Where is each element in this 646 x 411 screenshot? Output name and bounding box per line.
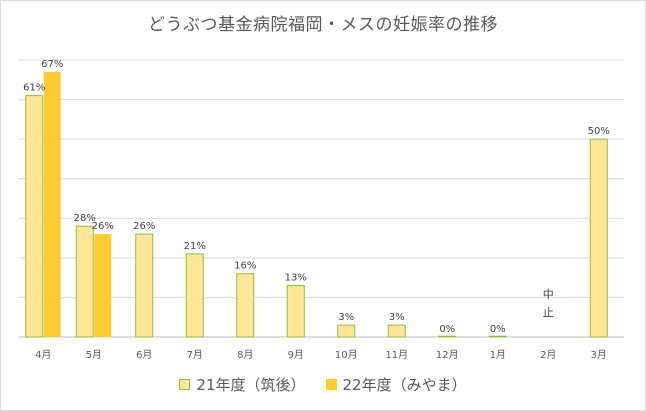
x-tick-label: 12月 <box>436 349 459 361</box>
x-tick-label: 3月 <box>591 349 607 361</box>
data-label-series-1-2: 28% <box>74 213 96 224</box>
data-label-series-1-5: 16% <box>234 261 256 272</box>
x-tick-label: 5月 <box>86 349 102 361</box>
x-tick-label: 11月 <box>385 349 408 361</box>
x-tick-label: 6月 <box>136 349 152 361</box>
bar-series-1-2[interactable] <box>75 225 94 338</box>
data-label-series-1-8: 3% <box>389 312 405 323</box>
bar-series-1-10[interactable] <box>488 335 507 338</box>
data-label-series-1-6: 13% <box>285 273 307 284</box>
legend-swatch-series-2 <box>325 379 337 390</box>
x-tick-label: 10月 <box>335 349 358 361</box>
x-tick-label: 2月 <box>540 349 556 361</box>
legend-label-series-2: 22年度（みやま） <box>342 376 467 394</box>
data-label-series-1-9: 0% <box>439 324 455 335</box>
data-label-series-1-3: 26% <box>133 221 155 232</box>
x-tick-label: 7月 <box>187 349 203 361</box>
x-tick-labels: 4月 5月 6月 7月 8月 9月 10月 11月 12月 1月 2月 3月 <box>35 349 607 361</box>
bar-series-1-7[interactable] <box>337 324 356 338</box>
x-tick-label: 1月 <box>490 349 506 361</box>
data-labels: 61%67%28%26% 26%21%16%13%3% 3%0% 0%50% <box>23 59 610 335</box>
x-tick-label: 8月 <box>237 349 253 361</box>
bar-series-1-6[interactable] <box>286 285 305 338</box>
bar-series-2-1[interactable] <box>43 71 61 337</box>
bar-series-1-12[interactable] <box>589 138 608 338</box>
x-tick-label: 9月 <box>288 349 304 361</box>
legend-item-series-1[interactable]: 21年度（筑後） <box>179 374 306 395</box>
data-label-series-1-4: 21% <box>184 241 206 252</box>
annotation-1: 中止 <box>543 288 554 319</box>
bar-series-1-1[interactable] <box>25 95 44 338</box>
bar-series-1-3[interactable] <box>135 233 154 338</box>
data-label-series-1-7: 3% <box>338 312 354 323</box>
bar-series-1-5[interactable] <box>236 273 255 338</box>
legend-item-series-2[interactable]: 22年度（みやま） <box>325 374 467 395</box>
bar-series-1-8[interactable] <box>387 324 406 338</box>
annotations: 中止 <box>543 288 554 319</box>
bar-series-1-4[interactable] <box>185 253 204 338</box>
data-label-series-1-12: 50% <box>588 126 610 137</box>
legend: 21年度（筑後） 22年度（みやま） <box>0 374 646 395</box>
legend-swatch-series-1 <box>179 379 191 390</box>
chart-title: どうぶつ基金病院福岡・メスの妊娠率の推移 <box>148 15 498 35</box>
bar-series-2-2[interactable] <box>94 234 112 337</box>
legend-label-series-1: 21年度（筑後） <box>196 376 306 394</box>
gridlines <box>18 59 624 338</box>
bar-series-1-9[interactable] <box>438 335 457 338</box>
data-label-series-1-10: 0% <box>490 324 506 335</box>
data-label-series-1-1: 61% <box>23 83 45 94</box>
x-tick-label: 4月 <box>35 349 51 361</box>
data-label-series-2-1: 67% <box>41 59 63 70</box>
data-label-series-2-2: 26% <box>92 221 114 232</box>
bars <box>25 71 608 338</box>
